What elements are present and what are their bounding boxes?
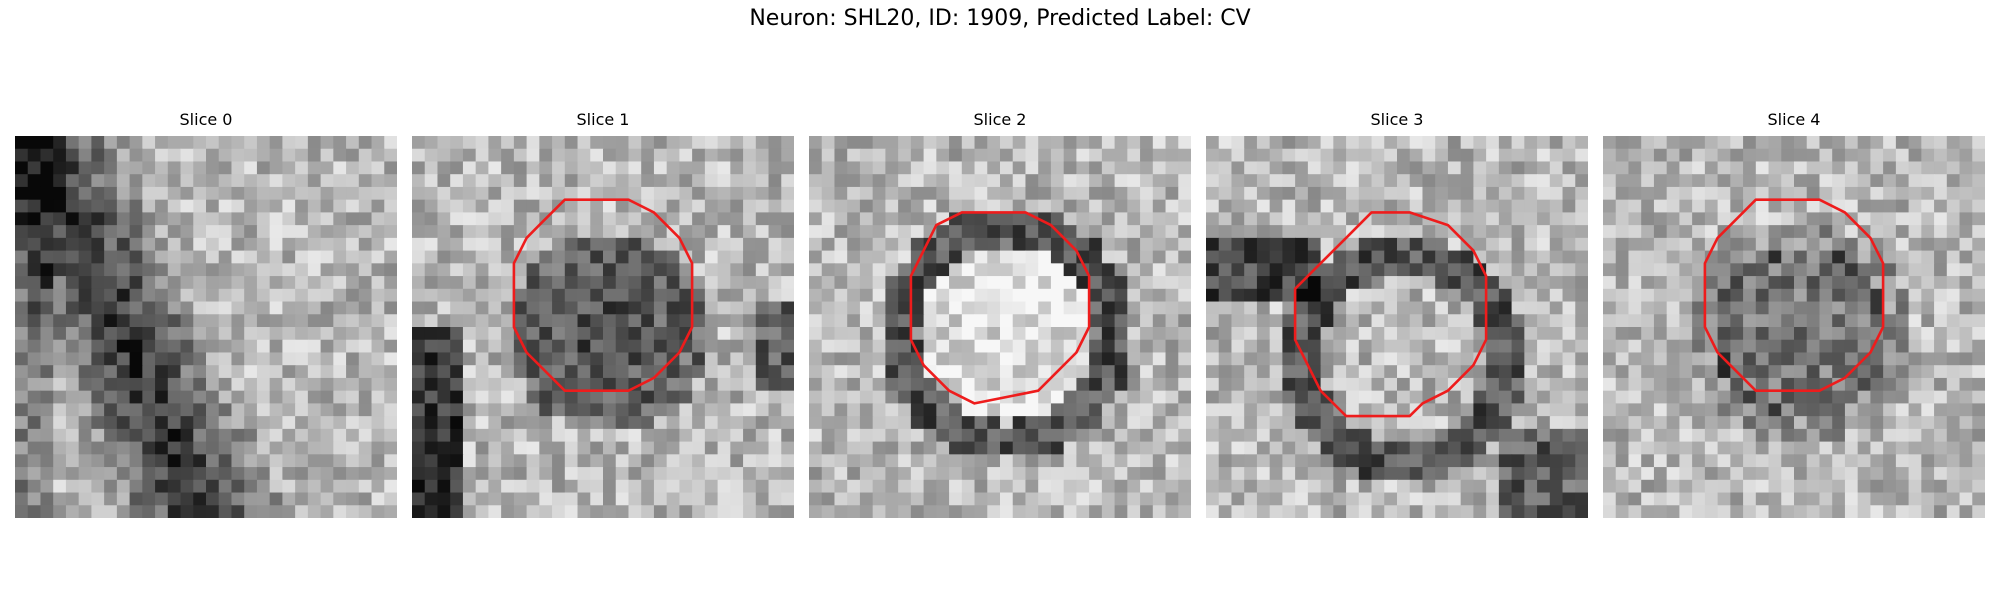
roi-contour	[1293, 211, 1488, 418]
slice-panel-2: Slice 2	[809, 108, 1191, 518]
slice-title-4: Slice 4	[1767, 110, 1821, 129]
slice-title-2: Slice 2	[973, 110, 1027, 129]
roi-contour	[909, 211, 1091, 405]
slice-title-3: Slice 3	[1370, 110, 1424, 129]
slice-image-3	[1206, 136, 1588, 518]
slice-panel-1: Slice 1	[412, 108, 794, 518]
slice-title-1: Slice 1	[576, 110, 630, 129]
slice-panel-4: Slice 4	[1603, 108, 1985, 518]
slice-title-0: Slice 0	[179, 110, 233, 129]
roi-contour	[1703, 198, 1885, 392]
slice-image-2	[809, 136, 1191, 518]
figure-title: Neuron: SHL20, ID: 1909, Predicted Label…	[749, 6, 1251, 31]
slice-panel-0: Slice 0	[15, 108, 397, 518]
roi-contour	[512, 198, 694, 392]
slice-panel-3: Slice 3	[1206, 108, 1588, 518]
slice-image-0	[15, 136, 397, 518]
slice-image-4	[1603, 136, 1985, 518]
slice-image-1	[412, 136, 794, 518]
